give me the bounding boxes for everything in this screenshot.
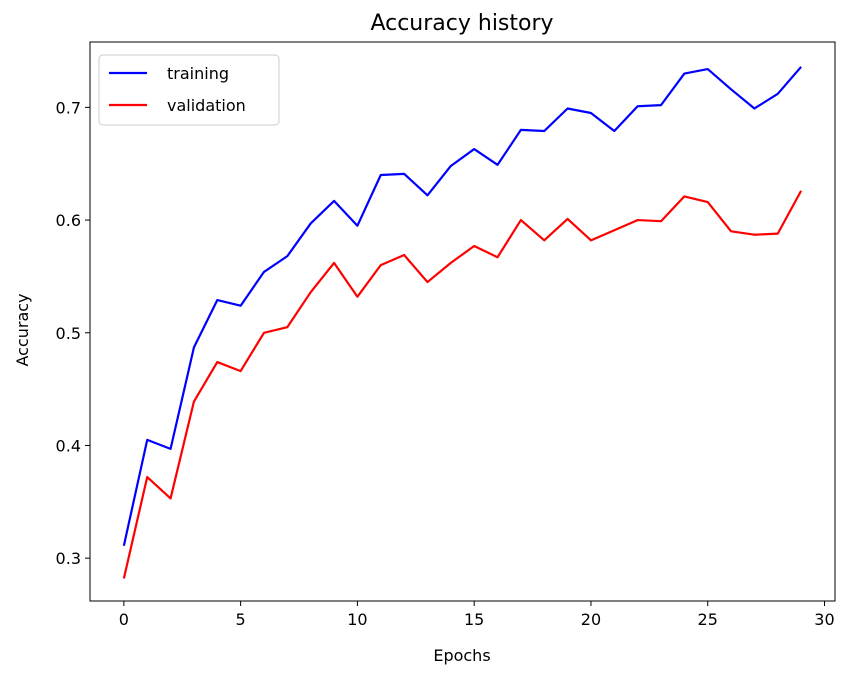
- x-tick-label: 5: [236, 610, 246, 629]
- series-line-validation: [122, 190, 803, 579]
- x-tick-label: 20: [581, 610, 601, 629]
- y-axis-ticks: 0.3 0.4 0.5 0.6 0.7: [56, 98, 90, 568]
- x-axis-ticks: 0 5 10 15 20 25 30: [119, 601, 835, 629]
- y-axis-label: Accuracy: [13, 293, 32, 366]
- y-tick-label: 0.3: [56, 549, 81, 568]
- y-tick-label: 0.5: [56, 324, 81, 343]
- legend-label-training: training: [167, 64, 229, 83]
- plot-area: [122, 66, 803, 579]
- series-line-training: [122, 66, 802, 547]
- x-tick-label: 30: [814, 610, 834, 629]
- y-tick-label: 0.4: [56, 436, 81, 455]
- x-tick-label: 10: [347, 610, 367, 629]
- legend: training validation: [98, 54, 280, 126]
- plot-frame: [89, 41, 836, 602]
- y-tick-label: 0.7: [56, 98, 81, 117]
- x-tick-label: 25: [698, 610, 718, 629]
- x-tick-label: 0: [119, 610, 129, 629]
- y-tick-label: 0.6: [56, 211, 81, 230]
- x-tick-label: 15: [464, 610, 484, 629]
- x-axis-label: Epochs: [433, 646, 490, 665]
- legend-label-validation: validation: [167, 96, 246, 115]
- chart-title: Accuracy history: [370, 11, 553, 36]
